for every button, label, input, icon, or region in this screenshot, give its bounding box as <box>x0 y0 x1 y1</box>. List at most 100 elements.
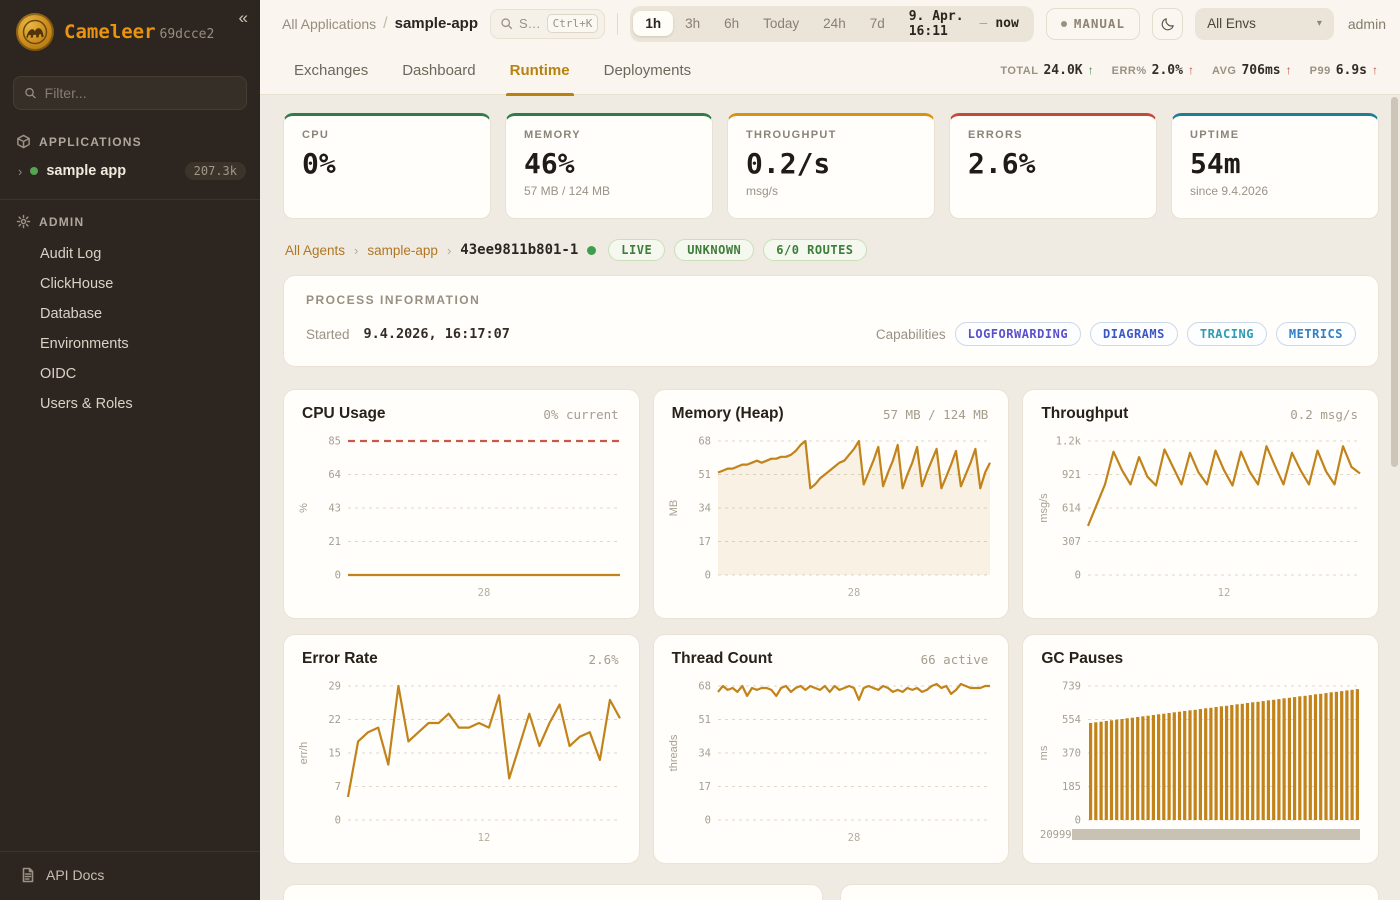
stat-label: P99 <box>1309 65 1331 77</box>
sidebar-collapse-button[interactable]: « <box>238 8 248 27</box>
agent-link-sample-app[interactable]: sample-app <box>367 242 438 258</box>
stat-value: 706ms <box>1241 63 1281 78</box>
svg-text:err/h: err/h <box>298 742 310 765</box>
manual-refresh-button[interactable]: MANUAL <box>1045 7 1140 40</box>
breadcrumb-current: sample-app <box>394 15 478 32</box>
svg-text:21: 21 <box>329 536 342 548</box>
process-information-header: PROCESS INFORMATION <box>306 293 481 307</box>
sidebar-item-api-docs[interactable]: API Docs <box>0 851 260 900</box>
svg-text:0: 0 <box>705 570 711 582</box>
metric-card-uptime: UPTIME 54m since 9.4.2026 <box>1171 113 1379 219</box>
build-hash: 69dcce2 <box>159 27 215 42</box>
metric-label: CPU <box>302 129 330 141</box>
svg-text:%: % <box>298 503 310 513</box>
time-range-3h[interactable]: 3h <box>673 11 712 36</box>
time-range-7d[interactable]: 7d <box>858 11 897 36</box>
chart-plot: 68 51 34 17 0 MB 28 <box>654 427 1009 607</box>
trend-arrow-icon: ↑ <box>1285 63 1292 77</box>
gear-icon <box>16 214 31 229</box>
applications-label: APPLICATIONS <box>39 134 142 149</box>
badge-6-0-routes: 6/0 ROUTES <box>763 239 867 261</box>
svg-text:12: 12 <box>478 832 491 844</box>
chart-plot: 29 22 15 7 0 err/h 12 <box>284 672 639 852</box>
env-selector-value: All Envs <box>1207 16 1256 31</box>
capabilities-label: Capabilities <box>875 326 946 342</box>
svg-text:34: 34 <box>698 748 711 760</box>
time-range-control: 1h 3h 6h Today 24h 7d 9. Apr. 16:11 — now <box>630 5 1034 42</box>
cameleer-logo-icon <box>16 13 54 51</box>
sidebar-filter[interactable] <box>13 76 247 110</box>
capabilities-group: Capabilities LOGFORWARDING DIAGRAMS TRACIN… <box>876 322 1356 346</box>
global-search[interactable]: S… Ctrl+K <box>489 8 606 39</box>
sidebar-item-audit-log[interactable]: Audit Log <box>40 246 102 262</box>
svg-text:msg/s: msg/s <box>1038 493 1050 523</box>
time-range-1h[interactable]: 1h <box>633 11 674 36</box>
env-selector[interactable]: All Envs ▾ <box>1195 7 1334 40</box>
chart-header: Error Rate 2.6% <box>284 635 639 670</box>
sidebar-item-sample-app[interactable]: › sample app 207.3k <box>0 155 260 187</box>
breadcrumb-all-applications[interactable]: All Applications <box>282 15 377 32</box>
stat-label: TOTAL <box>1000 65 1039 77</box>
dark-mode-toggle[interactable] <box>1151 7 1184 40</box>
stat-total: TOTAL 24.0K ↑ <box>1000 63 1093 78</box>
sidebar-item-clickhouse[interactable]: ClickHouse <box>40 276 114 292</box>
time-range-6h[interactable]: 6h <box>712 11 751 36</box>
date-range-display[interactable]: 9. Apr. 16:11 — now <box>897 9 1031 39</box>
svg-text:28: 28 <box>478 587 491 599</box>
chart-card-throughput: Throughput 0.2 msg/s 1.2k 921 614 307 0 msg/s 12 <box>1022 389 1379 619</box>
agent-live-dot <box>587 245 597 255</box>
chart-svg-errors: 29 22 15 7 0 err/h 12 <box>298 681 622 844</box>
chart-title: Error Rate <box>302 650 378 667</box>
svg-text:ms: ms <box>1038 745 1050 760</box>
tab-dashboard[interactable]: Dashboard <box>402 62 476 79</box>
sidebar-item-oidc[interactable]: OIDC <box>40 366 77 382</box>
admin-nav: Audit Log ClickHouse Database Environments O… <box>0 235 260 423</box>
search-placeholder: S… <box>518 16 541 31</box>
svg-text:22: 22 <box>329 714 342 726</box>
metric-label: THROUGHPUT <box>746 129 837 141</box>
expand-chevron-icon[interactable]: › <box>18 163 23 179</box>
tab-deployments[interactable]: Deployments <box>603 62 692 79</box>
tab-runtime[interactable]: Runtime <box>505 47 574 96</box>
main-area: All Applications / sample-app S… Ctrl+K … <box>260 0 1400 900</box>
svg-text:28: 28 <box>848 832 861 844</box>
applications-section-header: APPLICATIONS <box>0 124 260 155</box>
charts-grid: CPU Usage 0% current 85 64 43 21 0% 28 Memory (H… <box>283 389 1379 864</box>
chart-title: Throughput <box>1041 405 1129 422</box>
svg-text:68: 68 <box>698 681 711 693</box>
chart-card-errors: Error Rate 2.6% 29 22 15 7 0 err/h 12 <box>283 634 640 864</box>
time-range-today[interactable]: Today <box>751 11 811 36</box>
badge-unknown: UNKNOWN <box>674 239 755 261</box>
metric-sub-label: 57 MB / 124 MB <box>524 184 611 198</box>
metric-card-errors: ERRORS 2.6% <box>949 113 1157 219</box>
trend-arrow-icon: ↑ <box>1372 63 1378 77</box>
chart-current-value: 0% current <box>543 406 619 422</box>
time-range-24h[interactable]: 24h <box>811 11 858 36</box>
vertical-scrollbar[interactable] <box>1391 97 1398 467</box>
tab-exchanges[interactable]: Exchanges <box>294 62 369 79</box>
started-value: 9.4.2026, 16:17:07 <box>363 326 510 342</box>
chart-title: CPU Usage <box>302 405 386 422</box>
sidebar-item-users-roles[interactable]: Users & Roles <box>40 396 133 412</box>
topbar-divider <box>617 12 619 35</box>
manual-label: MANUAL <box>1073 16 1125 31</box>
svg-text:1.2k: 1.2k <box>1055 436 1081 448</box>
metric-value: 54m <box>1190 147 1241 180</box>
sidebar-filter-input[interactable] <box>44 85 236 101</box>
svg-text:17: 17 <box>698 536 711 548</box>
svg-text:614: 614 <box>1062 503 1081 515</box>
content-scroll-area[interactable]: CPU 0% MEMORY 46% 57 MB / 124 MB THROUGHPUT 0.… <box>260 95 1400 900</box>
chart-header: Throughput 0.2 msg/s <box>1023 390 1378 425</box>
svg-text:370: 370 <box>1062 748 1081 760</box>
chart-title: Memory (Heap) <box>671 405 784 422</box>
metric-label: ERRORS <box>968 129 1023 141</box>
metric-sub-label: since 9.4.2026 <box>1190 184 1269 198</box>
agent-link-all-agents[interactable]: All Agents <box>285 242 346 258</box>
chart-card-memory: Memory (Heap) 57 MB / 124 MB 68 51 34 17 0 MB 28 <box>652 389 1010 619</box>
admin-label: ADMIN <box>39 214 85 229</box>
sidebar-item-environments[interactable]: Environments <box>40 336 129 352</box>
sidebar-item-database[interactable]: Database <box>40 306 103 322</box>
process-information-row: Started 9.4.2026, 16:17:07 Capabilities … <box>306 322 1356 346</box>
